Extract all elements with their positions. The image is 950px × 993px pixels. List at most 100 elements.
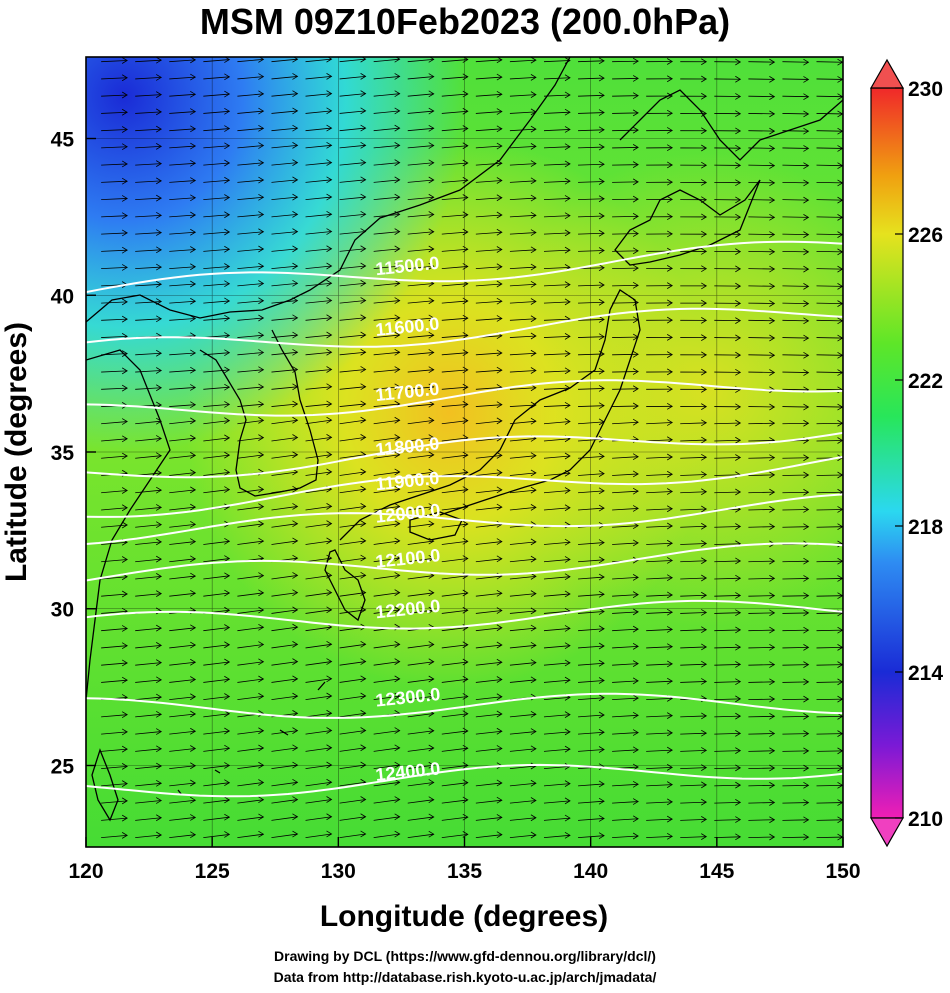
wind-arrow-shaft <box>237 644 264 649</box>
wind-arrow-head <box>496 246 503 253</box>
wind-arrow-shaft <box>509 420 536 425</box>
wind-arrow-shaft <box>203 713 230 718</box>
wind-arrow-head <box>360 262 367 270</box>
wind-arrow-head <box>598 556 605 564</box>
wind-arrow-head <box>326 468 333 476</box>
wind-arrow-head <box>190 796 197 804</box>
wind-arrow-head <box>292 623 299 631</box>
wind-arrow-shaft <box>782 578 809 580</box>
wind-arrow-head <box>564 212 571 220</box>
wind-arrow-head <box>258 417 265 424</box>
wind-arrow-head <box>666 712 673 719</box>
wind-arrow-head <box>428 383 435 391</box>
wind-arrow-shaft <box>407 471 434 476</box>
wind-arrow-shaft <box>407 265 434 270</box>
wind-arrow-shaft <box>203 128 230 132</box>
wind-arrow-head <box>326 606 333 614</box>
wind-arrow-shaft <box>169 266 196 270</box>
wind-arrow-shaft <box>101 765 128 770</box>
y-axis-title: Latitude (degrees) <box>0 322 33 582</box>
wind-arrow-head <box>394 468 401 476</box>
wind-arrow-shaft <box>509 817 536 821</box>
wind-arrow-head <box>632 625 639 633</box>
wind-arrow-head <box>360 193 367 201</box>
wind-arrow-shaft <box>339 403 366 407</box>
wind-arrow-shaft <box>578 559 605 563</box>
wind-arrow-head <box>394 813 401 821</box>
wind-arrow-shaft <box>101 60 128 63</box>
wind-arrow-shaft <box>578 250 605 252</box>
wind-arrow-head <box>360 744 367 752</box>
wind-arrow-shaft <box>169 128 196 132</box>
wind-arrow-shaft <box>135 387 162 390</box>
wind-arrow-shaft <box>714 577 741 580</box>
wind-arrow-shaft <box>543 593 571 597</box>
wind-arrow-head <box>428 297 435 305</box>
wind-arrow-head <box>598 590 605 598</box>
wind-arrow-head <box>803 110 810 118</box>
wind-arrow-shaft <box>714 698 741 701</box>
wind-arrow-head <box>735 781 742 789</box>
wind-arrow-shaft <box>169 489 196 494</box>
wind-arrow-shaft <box>578 783 605 787</box>
wind-arrow-shaft <box>373 781 400 787</box>
wind-arrow-head <box>564 401 571 409</box>
wind-arrow-shaft <box>646 491 673 494</box>
wind-arrow-head <box>769 179 776 187</box>
wind-arrow-shaft <box>169 472 196 476</box>
wind-arrow-head <box>155 728 162 735</box>
wind-arrow-shaft <box>203 179 230 183</box>
wind-arrow-head <box>530 57 537 64</box>
wind-arrow-head <box>632 264 639 272</box>
coastline-china-east <box>86 349 171 701</box>
wind-arrow-head <box>155 762 162 770</box>
wind-arrow-shaft <box>475 197 502 201</box>
wind-arrow-shaft <box>612 663 639 666</box>
wind-arrow-shaft <box>373 816 400 821</box>
wind-arrow-head <box>326 141 333 149</box>
wind-arrow-shaft <box>509 283 536 287</box>
wind-arrow-head <box>632 161 639 168</box>
wind-arrow-shaft <box>509 610 536 614</box>
wind-arrow-shaft <box>441 730 468 735</box>
wind-arrow-shaft <box>203 59 230 63</box>
wind-arrow-head <box>394 744 401 752</box>
wind-arrow-shaft <box>748 474 775 476</box>
wind-arrow-shaft <box>782 406 809 408</box>
wind-arrow-head <box>224 744 231 752</box>
wind-arrow-head <box>360 692 367 700</box>
wind-arrow-shaft <box>782 354 809 356</box>
wind-arrow-shaft <box>646 525 673 528</box>
wind-arrow-shaft <box>782 750 809 752</box>
wind-arrow-head <box>496 263 503 271</box>
wind-arrow-shaft <box>851 837 877 838</box>
wind-arrow-head <box>121 177 128 185</box>
wind-arrow-shaft <box>475 610 502 614</box>
wind-arrow-shaft <box>203 110 230 114</box>
wind-arrow-head <box>155 814 162 822</box>
wind-arrow-shaft <box>305 678 332 683</box>
wind-arrow-shaft <box>135 541 162 545</box>
wind-arrow-head <box>155 91 162 98</box>
wind-arrow-head <box>598 178 605 185</box>
wind-arrow-shaft <box>101 198 128 201</box>
wind-arrow-head <box>564 298 571 306</box>
wind-arrow-head <box>701 368 708 376</box>
wind-arrow-shaft <box>612 732 639 735</box>
wind-arrow-head <box>735 678 742 685</box>
wind-arrow-shaft <box>543 559 571 563</box>
wind-arrow-shaft <box>101 249 128 252</box>
wind-arrow-head <box>666 574 673 582</box>
wind-arrow-shaft <box>135 438 162 442</box>
wind-arrow-head <box>258 176 265 184</box>
wind-arrow-shaft <box>782 681 809 683</box>
wind-arrow-head <box>701 781 708 789</box>
wind-arrow-shaft <box>407 609 434 614</box>
wind-arrow-head <box>598 350 605 358</box>
wind-arrow-head <box>190 108 197 115</box>
wind-arrow-head <box>769 764 776 772</box>
wind-arrow-shaft <box>339 144 366 149</box>
wind-arrow-head <box>326 90 333 97</box>
wind-arrow-head <box>803 488 810 496</box>
wind-arrow-shaft <box>101 490 128 494</box>
